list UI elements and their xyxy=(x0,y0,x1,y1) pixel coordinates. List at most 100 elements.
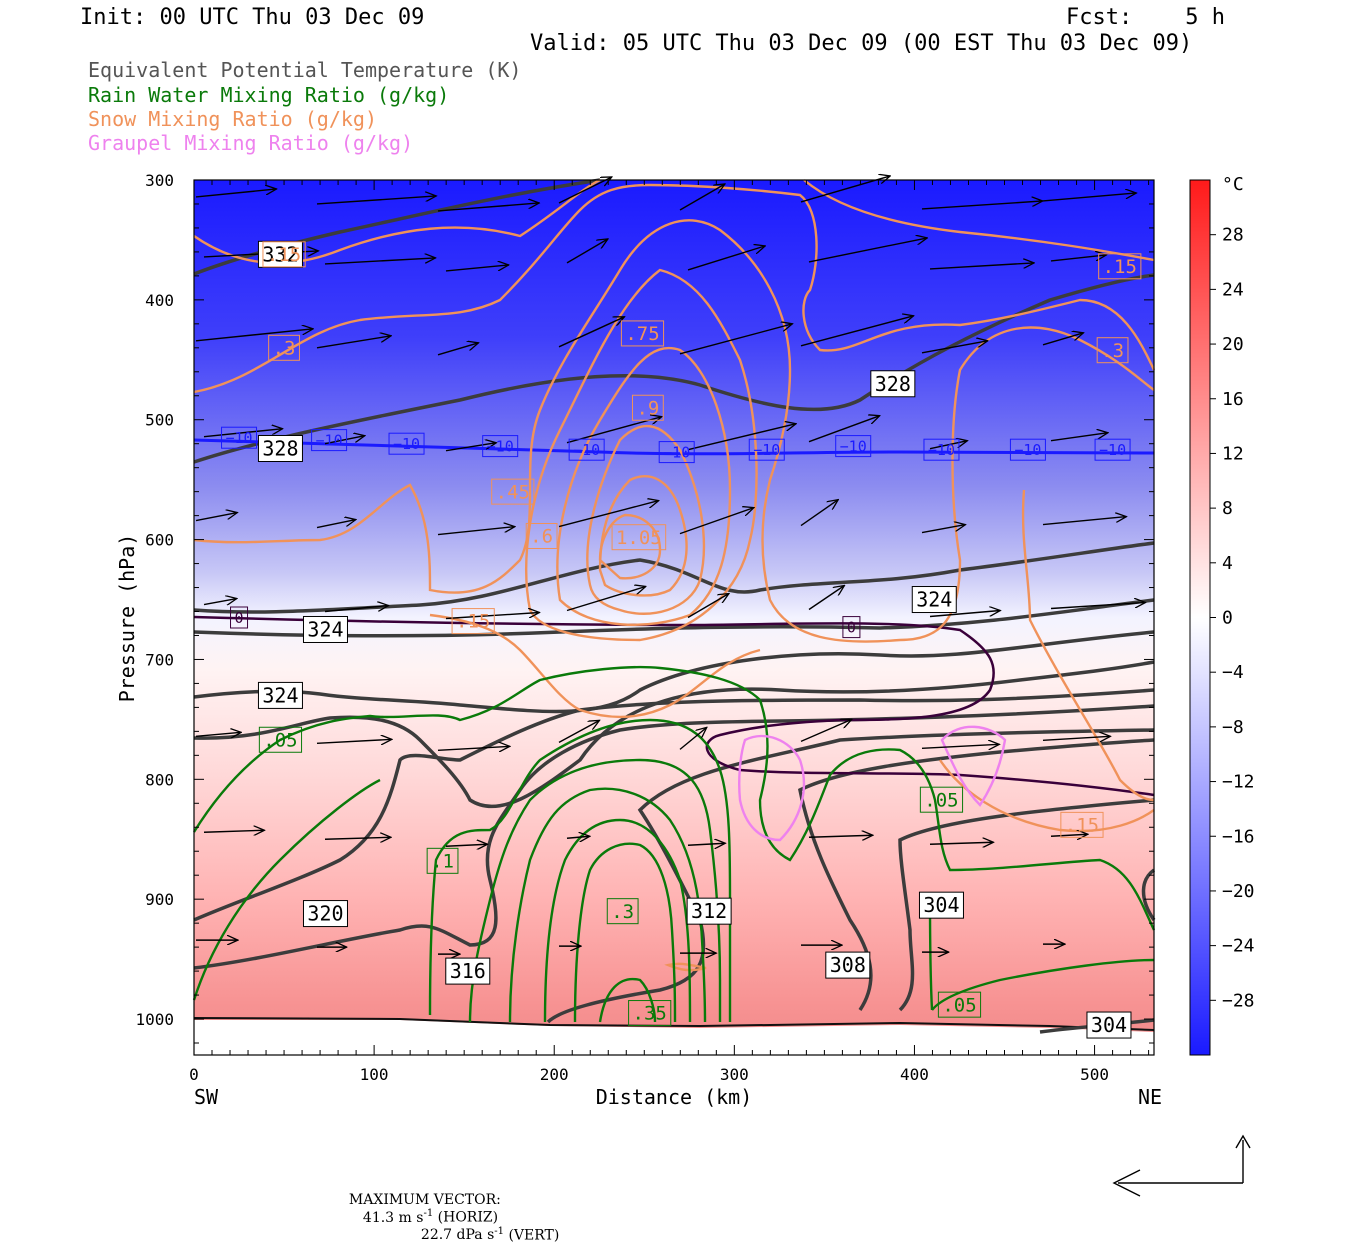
wind-vector xyxy=(324,606,389,613)
wind-vector xyxy=(800,719,852,742)
y-tick-label: 900 xyxy=(145,890,174,909)
contour-labels: 332 328 328 324 324 324 320 316 312 308 304 304 .15.… xyxy=(221,240,1142,1039)
colorbar-tick-label: −8 xyxy=(1222,717,1244,738)
isotherm-label-text: 0 xyxy=(847,618,856,636)
theta-e-label-box xyxy=(445,957,491,985)
theta-e-label-box xyxy=(257,434,303,462)
wind-vector xyxy=(687,424,796,451)
wind-vector xyxy=(437,527,515,536)
wind-vector xyxy=(445,443,496,452)
terrain-line xyxy=(193,1017,1155,1031)
isotherm-label-box xyxy=(842,616,861,639)
isotherm-label: −10 xyxy=(658,441,695,464)
wind-vector xyxy=(929,441,967,450)
isotherm-label: −10 xyxy=(568,438,605,461)
snow-label-text: .15 xyxy=(456,611,490,633)
isotherm-label: −10 xyxy=(835,435,872,458)
theta-e-label-text: 324 xyxy=(262,683,298,707)
snow-label: .45 xyxy=(491,478,535,505)
snow-label: 1.05 xyxy=(611,524,667,551)
wind-vector xyxy=(929,263,1034,270)
valid-time-label: Valid: 05 UTC Thu 03 Dec 09 (00 EST Thu … xyxy=(530,31,1193,56)
rain-label-text: .1 xyxy=(431,850,454,872)
isotherm-label-text: −10 xyxy=(753,441,780,459)
snow-label-text: .15 xyxy=(1065,815,1099,837)
wind-vector xyxy=(558,177,612,204)
rain-label-text: .3 xyxy=(611,901,634,923)
rain-label-text: .35 xyxy=(633,1003,667,1025)
snow-label: .15 xyxy=(451,608,495,635)
wind-vector xyxy=(316,739,392,743)
colorbar-tick-label: −16 xyxy=(1222,826,1255,847)
wind-vector xyxy=(1050,603,1145,610)
theta-e-label: 312 xyxy=(686,897,732,925)
snow-label: .6 xyxy=(525,522,558,549)
y-axis-title: Pressure (hPa) xyxy=(115,534,139,703)
x-tick-label: 0 xyxy=(189,1065,199,1084)
wind-vector xyxy=(921,341,988,354)
wind-vector xyxy=(566,587,646,612)
wind-vector xyxy=(324,258,436,265)
wind-vector xyxy=(1042,517,1126,526)
isotherm-label-box xyxy=(658,441,695,464)
theta-e-label: 316 xyxy=(445,957,491,985)
wind-vector xyxy=(921,744,999,748)
theta-e-label-box xyxy=(302,900,348,928)
x-left-direction: SW xyxy=(194,1085,219,1109)
theta-e-label: 328 xyxy=(870,370,916,398)
wind-vector xyxy=(929,611,1000,618)
wind-vector xyxy=(316,520,356,529)
theta-e-label-text: 320 xyxy=(307,902,343,926)
colorbar-tick-label: 24 xyxy=(1222,279,1244,300)
theta-e-label: 304 xyxy=(918,891,964,919)
isotherm-label-text: −10 xyxy=(487,437,514,455)
wind-vector xyxy=(445,265,509,272)
plot-frame xyxy=(193,179,1155,1056)
theta-e-label-text: 324 xyxy=(307,617,343,641)
isotherm-label: 0 xyxy=(842,616,861,639)
vert-max-value: 22.7 dPa s xyxy=(420,1227,495,1243)
rain-label-box xyxy=(919,786,964,813)
rain-label: .05 xyxy=(937,991,982,1018)
wind-vector xyxy=(921,201,1043,210)
vert-exponent: -1 xyxy=(494,1225,505,1237)
theta-e-label-text: 328 xyxy=(875,372,911,396)
theta-e-label: 320 xyxy=(302,900,348,928)
snow-label-text: .15 xyxy=(1103,256,1137,278)
wind-vector xyxy=(316,336,391,349)
wind-vector xyxy=(445,844,488,846)
horiz-max-value: 41.3 m s xyxy=(362,1209,424,1226)
rain-label: .35 xyxy=(628,1000,672,1027)
y-axis: 300 400 500 600 700 800 900 1000 xyxy=(135,171,1154,1044)
snow-label-box xyxy=(268,334,300,361)
snow-label-text: .6 xyxy=(530,526,553,548)
isotherm-label: −10 xyxy=(221,426,258,449)
snow-label-box xyxy=(611,524,667,551)
x-tick-label: 200 xyxy=(540,1065,569,1084)
theta-e-contours xyxy=(193,178,1156,1034)
wind-vector xyxy=(1042,736,1110,740)
snow-label-text: .45 xyxy=(496,481,530,503)
wind-vector xyxy=(687,594,729,619)
horiz-suffix: (HORIZ) xyxy=(433,1209,499,1226)
rain-label-text: .05 xyxy=(942,994,976,1016)
reference-vector xyxy=(1112,1134,1251,1197)
wind-vector xyxy=(195,189,277,198)
isotherm-label-text: −10 xyxy=(573,441,600,459)
theta-e-label: 304 xyxy=(1086,1011,1132,1039)
rain-label-text: .05 xyxy=(924,789,958,811)
colorbar-ticks: 28 24 20 16 12 8 4 0 −4 −8 −12 −16 −20 −24 −28 xyxy=(1210,225,1255,1011)
y-tick-label: 1000 xyxy=(135,1010,174,1029)
wind-vector xyxy=(566,836,590,838)
theta-e-label-box xyxy=(1086,1011,1132,1039)
snow-label-box xyxy=(491,478,535,505)
isotherm-label: −10 xyxy=(748,438,785,461)
theta-e-label: 308 xyxy=(825,951,871,979)
isotherm-label-text: −10 xyxy=(1099,441,1126,459)
theta-e-label: 324 xyxy=(302,615,348,643)
snow-label: .3 xyxy=(1096,337,1129,364)
snow-label: .3 xyxy=(268,334,300,361)
wind-vector xyxy=(1042,193,1136,202)
colorbar-tick-label: 12 xyxy=(1222,443,1244,464)
wind-vector xyxy=(324,436,365,445)
